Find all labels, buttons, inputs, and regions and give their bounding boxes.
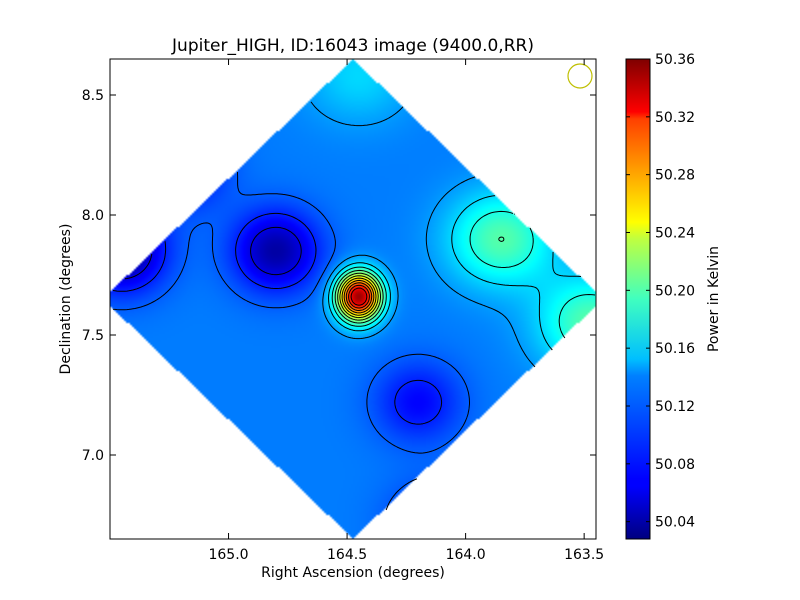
contour-line [112,212,443,425]
contour-line [337,272,381,321]
colorbar-tick-label: 50.24 [655,225,695,241]
heatmap-image [110,59,596,539]
contour-line [348,284,370,309]
colorbar-tick-label: 50.36 [655,52,695,68]
colorbar-tick-label: 50.04 [655,515,695,531]
contour-lines [112,101,596,511]
beam-marker [567,63,593,89]
colorbar [625,58,651,540]
contour-line [341,277,377,316]
y-tick-label: 7.5 [82,328,104,344]
colorbar-tick-label: 50.32 [655,110,695,126]
chart-title: Jupiter_HIGH, ID:16043 image (9400.0,RR) [171,36,534,56]
colorbar-label: Power in Kelvin [706,246,722,352]
x-axis-ticks: 165.0 164.5 164.0 163.5 [208,59,604,563]
x-tick-label: 164.5 [327,547,367,563]
y-tick-label: 8.0 [82,208,104,224]
contour-line [343,279,375,314]
y-tick-label: 7.0 [82,448,104,464]
contour-line [331,210,596,339]
contour-line [350,287,368,306]
contour-line [339,275,379,319]
colorbar-tick-label: 50.12 [655,399,695,415]
x-axis-label: Right Ascension (degrees) [261,565,445,581]
contour-line [328,195,582,351]
x-tick-label: 163.5 [564,547,604,563]
y-tick-label: 8.5 [82,88,104,104]
contour-line [334,236,505,324]
colorbar-tick-label: 50.08 [655,457,695,473]
colorbar-tick-label: 50.16 [655,341,695,357]
x-tick-label: 164.0 [446,547,486,563]
plot-area [110,59,596,539]
contour-line [345,282,373,311]
y-axis-ticks: 7.0 7.5 8.0 8.5 [82,88,596,464]
x-tick-label: 165.0 [208,547,248,563]
contour-line [310,101,536,368]
colorbar-tick-label: 50.20 [655,283,695,299]
y-axis-label: Declination (degrees) [58,224,74,375]
plot-frame [109,58,597,540]
contour-line [124,226,302,280]
contour-line [112,172,470,511]
colorbar-tick-label: 50.28 [655,168,695,184]
colorbar-ticks: 50.04 50.08 50.12 50.16 50.20 50.24 50.28 50.32… [626,52,695,531]
